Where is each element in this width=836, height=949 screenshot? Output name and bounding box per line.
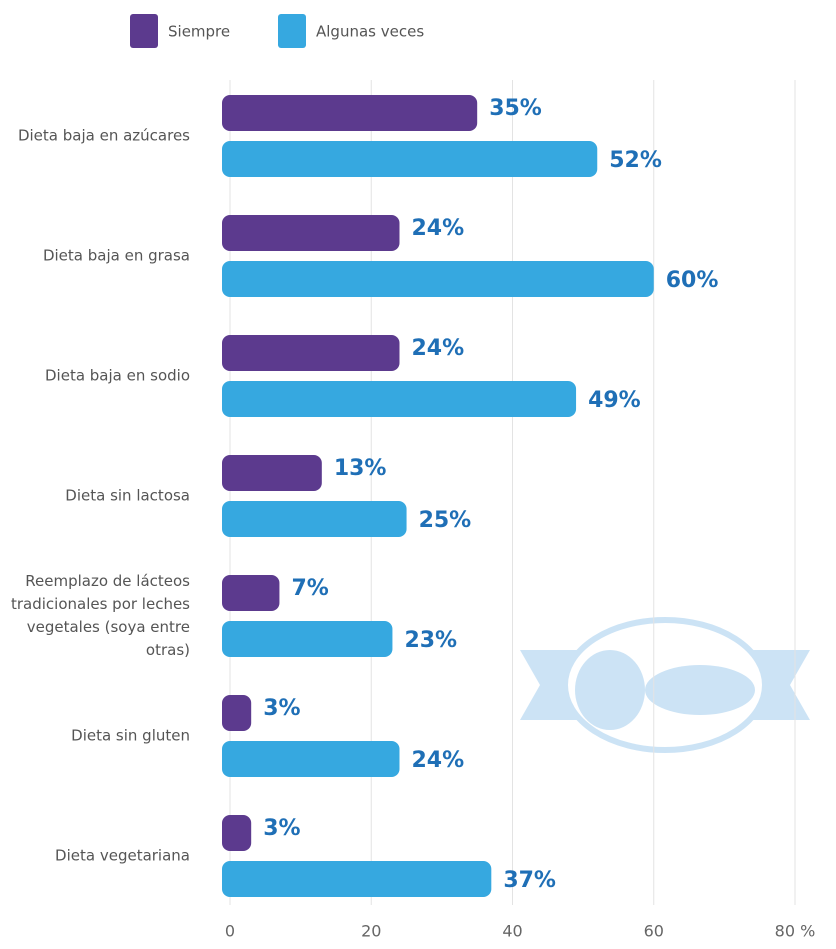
bar bbox=[222, 335, 400, 371]
legend-label: Siempre bbox=[168, 23, 230, 41]
value-label: 3% bbox=[263, 696, 300, 721]
value-label: 52% bbox=[609, 148, 662, 173]
bar bbox=[222, 501, 407, 537]
value-label: 13% bbox=[334, 456, 387, 481]
value-label: 24% bbox=[412, 336, 465, 361]
x-tick-label: 80 % bbox=[775, 922, 816, 941]
value-label: 35% bbox=[489, 96, 542, 121]
value-label: 49% bbox=[588, 388, 641, 413]
category-label: Dieta sin lactosa bbox=[65, 486, 190, 505]
bar bbox=[222, 381, 577, 417]
x-tick-label: 20 bbox=[361, 922, 381, 941]
value-label: 24% bbox=[412, 216, 465, 241]
legend-swatch bbox=[130, 14, 158, 48]
category-label: Dieta baja en grasa bbox=[42, 246, 190, 265]
bar bbox=[222, 741, 400, 777]
value-label: 25% bbox=[419, 508, 472, 533]
bar bbox=[222, 861, 492, 897]
bar bbox=[222, 575, 280, 611]
category-label: Reemplazo de lácteos tradicionales por l… bbox=[10, 572, 190, 659]
legend-label: Algunas veces bbox=[316, 23, 424, 41]
x-tick-label: 40 bbox=[502, 922, 522, 941]
decoration bbox=[520, 617, 810, 753]
category-label: Dieta sin gluten bbox=[71, 726, 190, 745]
value-label: 7% bbox=[291, 576, 328, 601]
category-label: Dieta baja en azúcares bbox=[17, 126, 190, 145]
value-label: 3% bbox=[263, 816, 300, 841]
x-tick-label: 60 bbox=[644, 922, 664, 941]
bar bbox=[222, 455, 322, 491]
bar bbox=[222, 141, 598, 177]
x-tick-label: 0 bbox=[225, 922, 235, 941]
category-label: Dieta baja en sodio bbox=[45, 366, 190, 385]
value-label: 24% bbox=[412, 748, 465, 773]
category-label: Dieta vegetariana bbox=[55, 846, 190, 865]
value-label: 37% bbox=[503, 868, 556, 893]
bar bbox=[222, 621, 393, 657]
value-label: 23% bbox=[404, 628, 457, 653]
bar bbox=[222, 695, 252, 731]
bar bbox=[222, 815, 252, 851]
bar bbox=[222, 95, 478, 131]
legend-swatch bbox=[278, 14, 306, 48]
bar bbox=[222, 215, 400, 251]
bar bbox=[222, 261, 654, 297]
value-label: 60% bbox=[666, 268, 719, 293]
